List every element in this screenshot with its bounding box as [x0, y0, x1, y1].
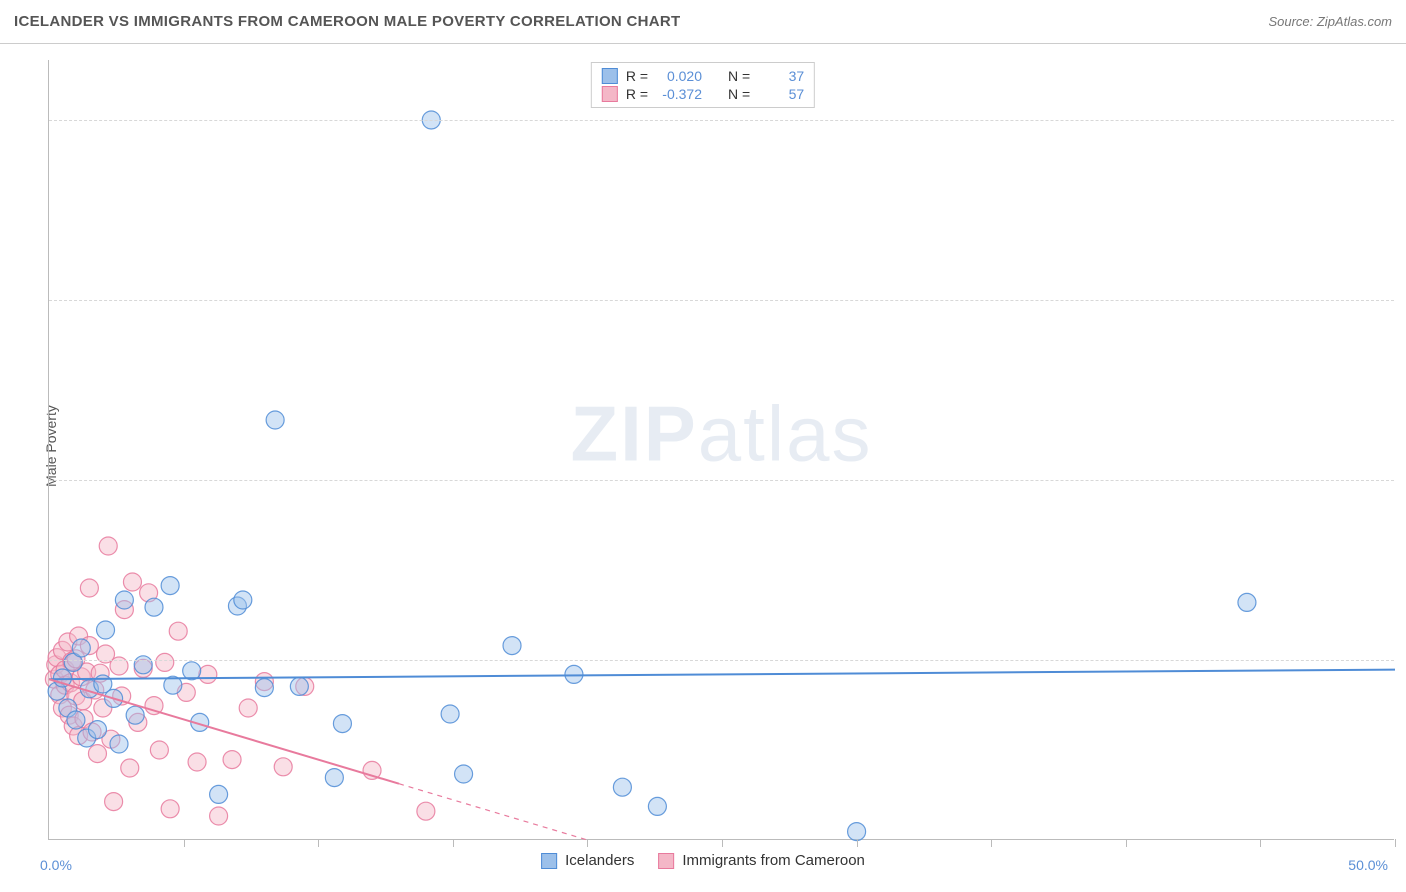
legend-r-label: R = [626, 68, 648, 84]
scatter-point [161, 577, 179, 595]
plot-area: ZIPatlas 15.0%30.0%45.0%60.0% [48, 60, 1394, 840]
legend-series-item: Immigrants from Cameroon [658, 852, 865, 869]
x-tick [318, 839, 319, 847]
y-tick-label: 15.0% [1398, 652, 1406, 668]
legend-series-item: Icelanders [541, 852, 634, 869]
x-tick [1126, 839, 1127, 847]
x-tick [587, 839, 588, 847]
scatter-point [188, 753, 206, 771]
scatter-point [266, 411, 284, 429]
legend-series-label: Immigrants from Cameroon [682, 852, 865, 869]
scatter-point [67, 711, 85, 729]
x-axis-max-label: 50.0% [1348, 857, 1388, 873]
legend-series-label: Icelanders [565, 852, 634, 869]
y-tick-label: 60.0% [1398, 112, 1406, 128]
x-tick [453, 839, 454, 847]
scatter-point [441, 705, 459, 723]
trend-line [49, 670, 1395, 680]
legend-correlation: R = 0.020 N = 37 R = -0.372 N = 57 [591, 62, 815, 108]
x-axis-min-label: 0.0% [40, 857, 72, 873]
scatter-point [1238, 593, 1256, 611]
scatter-point [333, 715, 351, 733]
legend-r-value: -0.372 [656, 86, 702, 102]
legend-correlation-row: R = -0.372 N = 57 [602, 85, 804, 103]
scatter-point [150, 741, 168, 759]
legend-n-label: N = [728, 68, 750, 84]
legend-swatch [602, 68, 618, 84]
scatter-point [169, 622, 187, 640]
scatter-point [417, 802, 435, 820]
legend-n-value: 57 [758, 86, 804, 102]
chart-source: Source: ZipAtlas.com [1268, 14, 1392, 29]
scatter-point [503, 637, 521, 655]
legend-correlation-row: R = 0.020 N = 37 [602, 67, 804, 85]
scatter-point [274, 758, 292, 776]
scatter-point [88, 721, 106, 739]
gridline [49, 120, 1394, 121]
x-tick [857, 839, 858, 847]
x-tick [1260, 839, 1261, 847]
legend-r-label: R = [626, 86, 648, 102]
x-tick [722, 839, 723, 847]
legend-swatch [541, 853, 557, 869]
scatter-point [123, 573, 141, 591]
scatter-point [156, 653, 174, 671]
gridline [49, 660, 1394, 661]
scatter-point [290, 677, 308, 695]
scatter-point [97, 621, 115, 639]
scatter-point [110, 735, 128, 753]
y-tick-label: 30.0% [1398, 472, 1406, 488]
scatter-point [72, 639, 90, 657]
scatter-point [325, 769, 343, 787]
chart-title: ICELANDER VS IMMIGRANTS FROM CAMEROON MA… [14, 13, 681, 30]
scatter-point [210, 785, 228, 803]
scatter-point [239, 699, 257, 717]
scatter-point [134, 656, 152, 674]
chart-svg [49, 60, 1394, 839]
scatter-point [455, 765, 473, 783]
scatter-point [848, 823, 866, 841]
legend-swatch [658, 853, 674, 869]
scatter-point [183, 662, 201, 680]
gridline [49, 480, 1394, 481]
scatter-point [121, 759, 139, 777]
legend-swatch [602, 86, 618, 102]
gridline [49, 300, 1394, 301]
legend-r-value: 0.020 [656, 68, 702, 84]
scatter-point [88, 745, 106, 763]
scatter-point [80, 579, 98, 597]
y-tick-label: 45.0% [1398, 292, 1406, 308]
scatter-point [105, 793, 123, 811]
legend-n-label: N = [728, 86, 750, 102]
scatter-point [126, 706, 144, 724]
scatter-point [199, 665, 217, 683]
scatter-point [255, 679, 273, 697]
scatter-point [223, 751, 241, 769]
scatter-point [234, 591, 252, 609]
scatter-point [210, 807, 228, 825]
scatter-point [648, 797, 666, 815]
scatter-point [145, 598, 163, 616]
scatter-point [99, 537, 117, 555]
x-tick [184, 839, 185, 847]
x-tick [1395, 839, 1396, 847]
legend-n-value: 37 [758, 68, 804, 84]
chart-header: ICELANDER VS IMMIGRANTS FROM CAMEROON MA… [0, 0, 1406, 44]
scatter-point [613, 778, 631, 796]
legend-series: Icelanders Immigrants from Cameroon [541, 852, 865, 869]
scatter-point [161, 800, 179, 818]
x-tick [991, 839, 992, 847]
scatter-point [115, 591, 133, 609]
scatter-point [565, 665, 583, 683]
